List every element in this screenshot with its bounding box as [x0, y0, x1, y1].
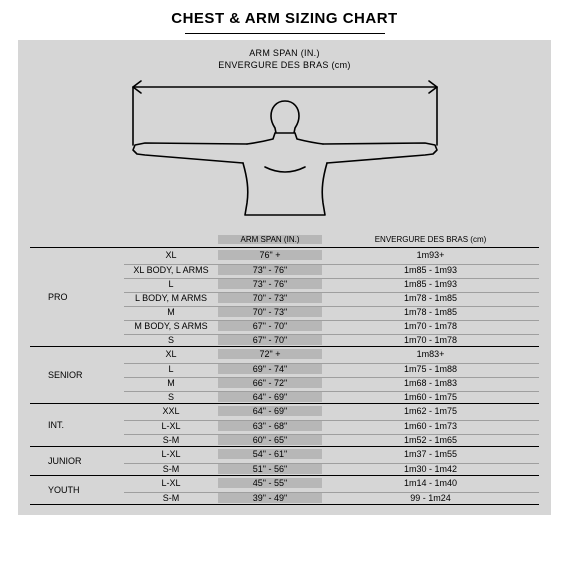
table-row: XL76" +1m93+: [124, 248, 539, 262]
figure-label-in: ARM SPAN (IN.): [30, 48, 539, 60]
sizing-table: ARM SPAN (IN.) ENVERGURE DES BRAS (cm) P…: [30, 231, 539, 505]
cell-envergure: 1m37 - 1m55: [322, 449, 539, 459]
cell-envergure: 1m62 - 1m75: [322, 406, 539, 416]
figure-label-cm: ENVERGURE DES BRAS (cm): [30, 60, 539, 72]
col-arm-span: ARM SPAN (IN.): [218, 235, 322, 244]
cell-size: M BODY, S ARMS: [124, 320, 218, 331]
table-header: ARM SPAN (IN.) ENVERGURE DES BRAS (cm): [30, 231, 539, 247]
table-body: PROXL76" +1m93+XL BODY, L ARMS73" - 76"1…: [30, 247, 539, 505]
table-row: S64" - 69"1m60 - 1m75: [124, 389, 539, 403]
table-row: S-M60" - 65"1m52 - 1m65: [124, 432, 539, 446]
group-rows: XXL64" - 69"1m62 - 1m75L-XL63" - 68"1m60…: [124, 404, 539, 446]
cell-arm-span: 67" - 70": [218, 334, 322, 345]
group-label: JUNIOR: [30, 447, 124, 475]
cell-arm-span: 60" - 65": [218, 434, 322, 445]
cell-size: L-XL: [124, 420, 218, 431]
cell-arm-span: 70" - 73": [218, 292, 322, 303]
group-label: YOUTH: [30, 476, 124, 504]
group-rows: L-XL54" - 61"1m37 - 1m55S-M51" - 56"1m30…: [124, 447, 539, 475]
page-title: CHEST & ARM SIZING CHART: [0, 0, 569, 33]
cell-arm-span: 72" +: [218, 349, 322, 359]
table-row: XL72" +1m83+: [124, 347, 539, 361]
cell-size: L BODY, M ARMS: [124, 292, 218, 303]
cell-size: XL BODY, L ARMS: [124, 264, 218, 275]
cell-envergure: 1m70 - 1m78: [322, 334, 539, 345]
cell-arm-span: 67" - 70": [218, 320, 322, 331]
table-row: XL BODY, L ARMS73" - 76"1m85 - 1m93: [124, 262, 539, 276]
cell-arm-span: 73" - 76": [218, 278, 322, 289]
cell-envergure: 1m60 - 1m75: [322, 391, 539, 402]
cell-arm-span: 76" +: [218, 250, 322, 260]
cell-size: M: [124, 377, 218, 388]
cell-arm-span: 54" - 61": [218, 449, 322, 459]
group-block: PROXL76" +1m93+XL BODY, L ARMS73" - 76"1…: [30, 248, 539, 347]
group-rows: L-XL45" - 55"1m14 - 1m40S-M39" - 49"99 -…: [124, 476, 539, 504]
cell-size: S-M: [124, 463, 218, 474]
table-row: L-XL63" - 68"1m60 - 1m73: [124, 418, 539, 432]
cell-envergure: 1m60 - 1m73: [322, 420, 539, 431]
group-block: SENIORXL72" +1m83+L69" - 74"1m75 - 1m88M…: [30, 347, 539, 404]
cell-envergure: 1m93+: [322, 250, 539, 260]
cell-envergure: 1m85 - 1m93: [322, 264, 539, 275]
table-row: L73" - 76"1m85 - 1m93: [124, 276, 539, 290]
cell-envergure: 1m83+: [322, 349, 539, 359]
body-figure-icon: [115, 73, 455, 223]
table-row: S-M51" - 56"1m30 - 1m42: [124, 461, 539, 475]
cell-arm-span: 66" - 72": [218, 377, 322, 388]
cell-size: XL: [124, 250, 218, 260]
table-row: XXL64" - 69"1m62 - 1m75: [124, 404, 539, 418]
cell-envergure: 1m68 - 1m83: [322, 377, 539, 388]
table-row: M66" - 72"1m68 - 1m83: [124, 375, 539, 389]
table-row: S67" - 70"1m70 - 1m78: [124, 332, 539, 346]
figure-labels: ARM SPAN (IN.) ENVERGURE DES BRAS (cm): [30, 48, 539, 71]
cell-envergure: 1m30 - 1m42: [322, 463, 539, 474]
cell-envergure: 1m85 - 1m93: [322, 278, 539, 289]
table-row: S-M39" - 49"99 - 1m24: [124, 490, 539, 504]
cell-envergure: 1m78 - 1m85: [322, 306, 539, 317]
cell-arm-span: 70" - 73": [218, 306, 322, 317]
cell-arm-span: 64" - 69": [218, 406, 322, 416]
cell-size: S: [124, 391, 218, 402]
cell-size: S-M: [124, 434, 218, 445]
table-row: L-XL54" - 61"1m37 - 1m55: [124, 447, 539, 461]
table-row: L69" - 74"1m75 - 1m88: [124, 361, 539, 375]
table-row: M BODY, S ARMS67" - 70"1m70 - 1m78: [124, 318, 539, 332]
cell-envergure: 1m78 - 1m85: [322, 292, 539, 303]
group-block: JUNIORL-XL54" - 61"1m37 - 1m55S-M51" - 5…: [30, 447, 539, 476]
cell-arm-span: 39" - 49": [218, 492, 322, 503]
cell-size: L: [124, 278, 218, 289]
cell-envergure: 1m70 - 1m78: [322, 320, 539, 331]
cell-size: XL: [124, 349, 218, 359]
cell-arm-span: 45" - 55": [218, 478, 322, 488]
cell-size: L-XL: [124, 478, 218, 488]
group-rows: XL76" +1m93+XL BODY, L ARMS73" - 76"1m85…: [124, 248, 539, 346]
group-block: INT.XXL64" - 69"1m62 - 1m75L-XL63" - 68"…: [30, 404, 539, 447]
cell-size: M: [124, 306, 218, 317]
cell-envergure: 1m14 - 1m40: [322, 478, 539, 488]
cell-size: S: [124, 334, 218, 345]
sizing-panel: ARM SPAN (IN.) ENVERGURE DES BRAS (cm): [18, 40, 551, 515]
cell-size: XXL: [124, 406, 218, 416]
cell-size: L: [124, 363, 218, 374]
group-label: SENIOR: [30, 347, 124, 403]
table-row: L-XL45" - 55"1m14 - 1m40: [124, 476, 539, 490]
group-block: YOUTHL-XL45" - 55"1m14 - 1m40S-M39" - 49…: [30, 476, 539, 505]
cell-arm-span: 69" - 74": [218, 363, 322, 374]
cell-envergure: 1m75 - 1m88: [322, 363, 539, 374]
cell-arm-span: 64" - 69": [218, 391, 322, 402]
title-divider: [185, 33, 385, 34]
cell-arm-span: 51" - 56": [218, 463, 322, 474]
group-label: PRO: [30, 248, 124, 346]
table-row: M70" - 73"1m78 - 1m85: [124, 304, 539, 318]
cell-envergure: 1m52 - 1m65: [322, 434, 539, 445]
group-label: INT.: [30, 404, 124, 446]
cell-size: S-M: [124, 492, 218, 503]
cell-envergure: 99 - 1m24: [322, 492, 539, 503]
col-envergure: ENVERGURE DES BRAS (cm): [322, 235, 539, 244]
cell-arm-span: 63" - 68": [218, 420, 322, 431]
group-rows: XL72" +1m83+L69" - 74"1m75 - 1m88M66" - …: [124, 347, 539, 403]
table-row: L BODY, M ARMS70" - 73"1m78 - 1m85: [124, 290, 539, 304]
cell-arm-span: 73" - 76": [218, 264, 322, 275]
cell-size: L-XL: [124, 449, 218, 459]
